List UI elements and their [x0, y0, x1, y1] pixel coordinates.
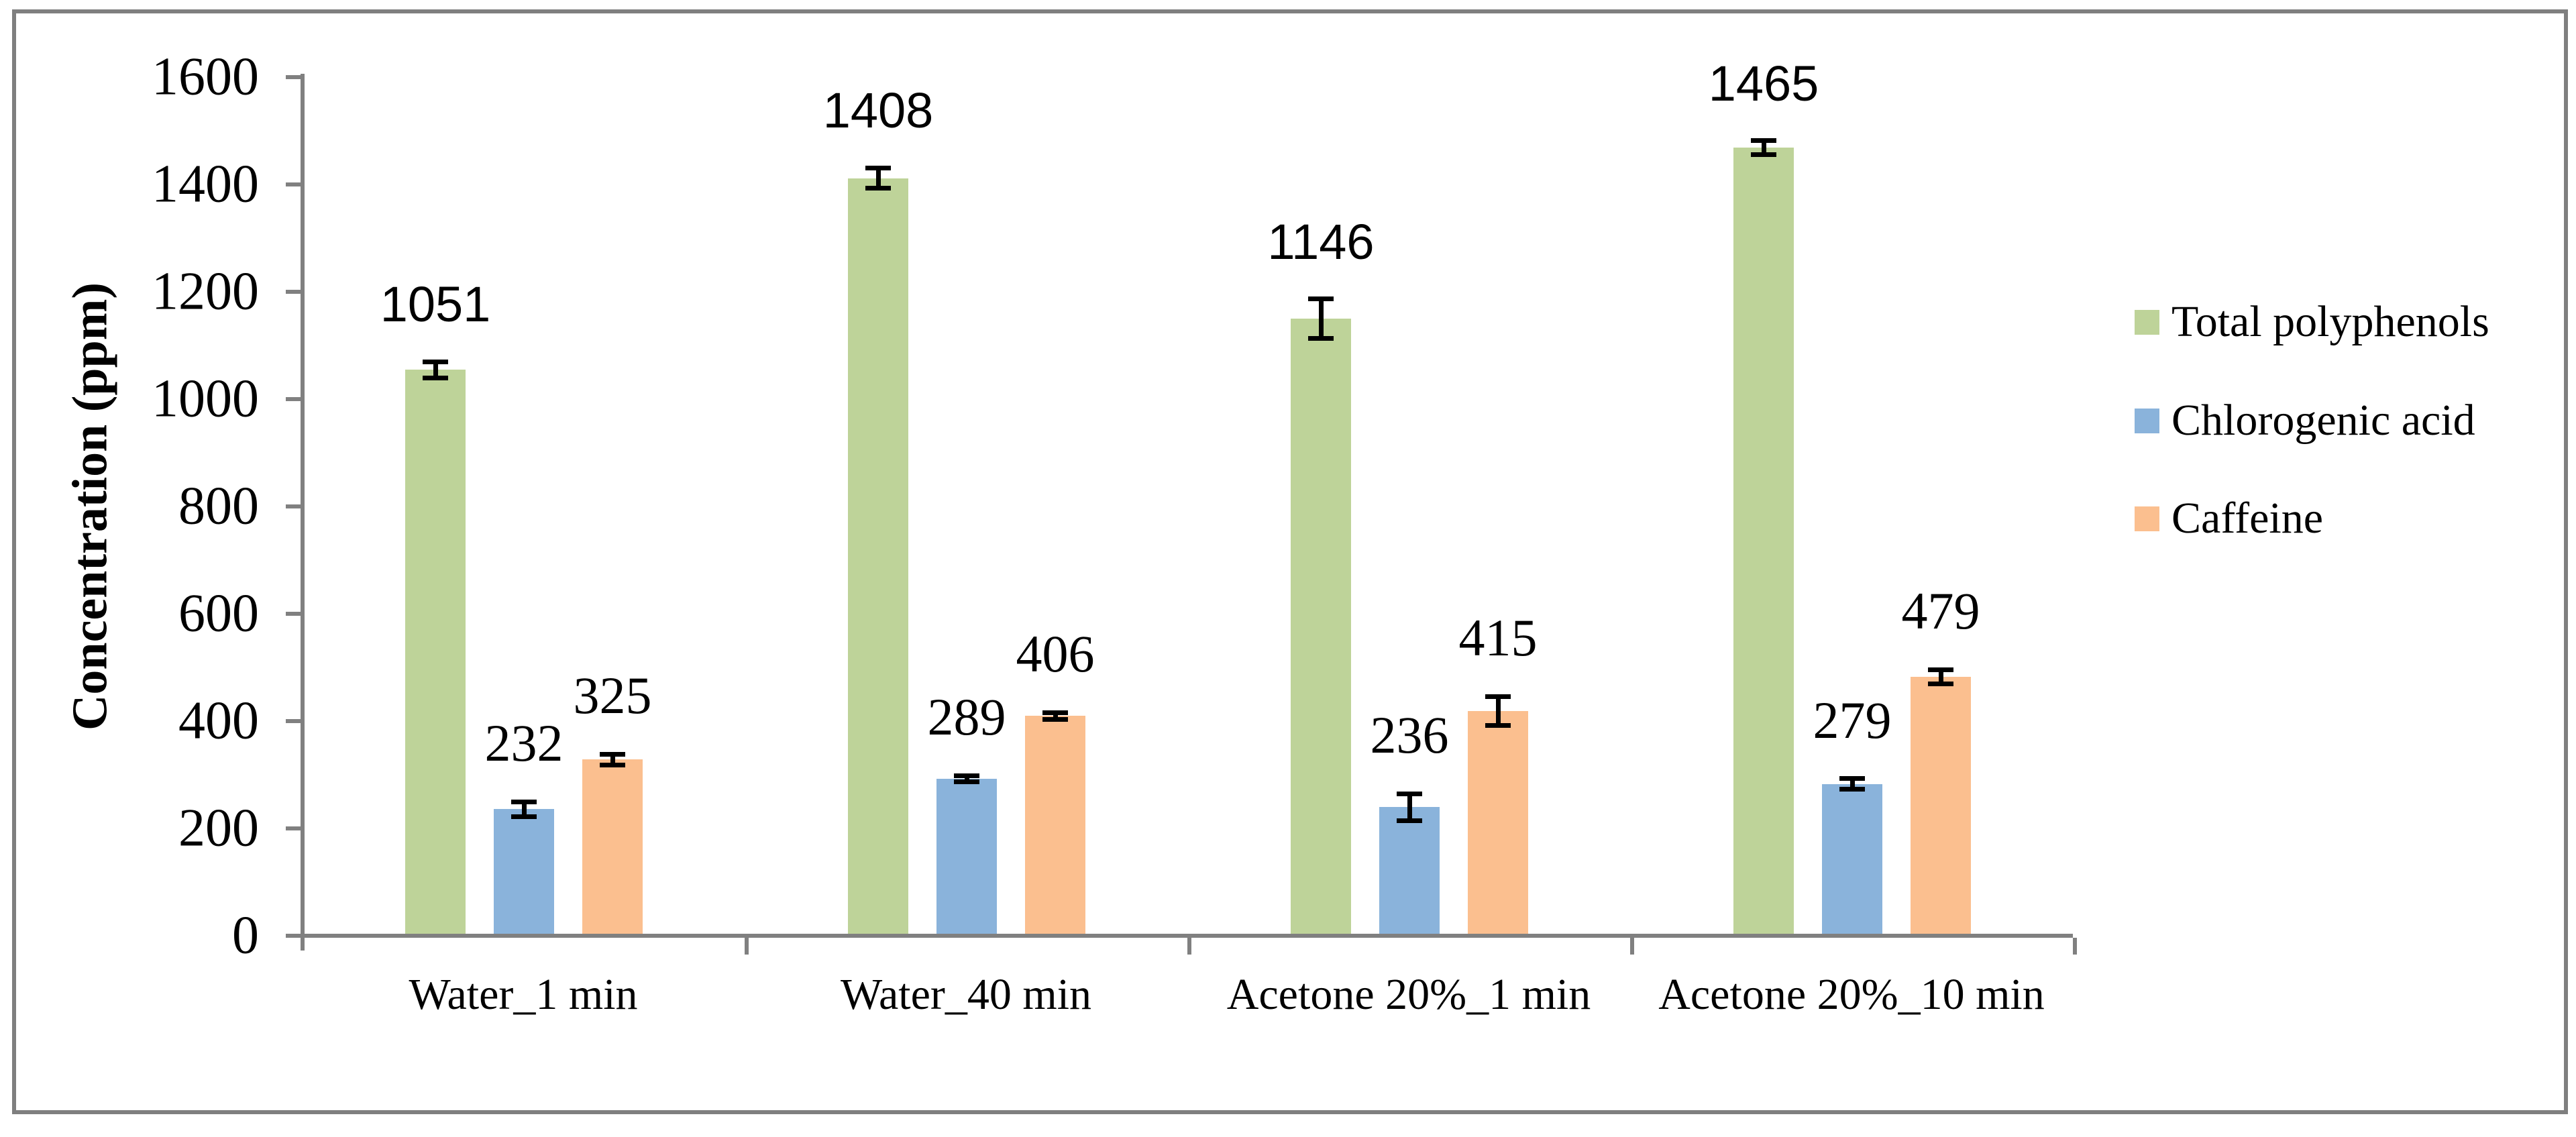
- legend-label: Total polyphenols: [2171, 297, 2489, 346]
- x-axis-tick: [1187, 938, 1191, 955]
- bar-caffeine: [1025, 716, 1085, 934]
- error-bar-cap-bottom: [1751, 152, 1776, 157]
- bar-value-label: 289: [927, 688, 1006, 746]
- bar-value-label: 236: [1370, 706, 1449, 765]
- bar-chlorogenic-acid: [936, 778, 997, 934]
- bar-value-label: 1146: [1267, 213, 1375, 270]
- y-axis-tick: [286, 290, 301, 294]
- x-axis-category-label: Acetone 20%_10 min: [1658, 970, 2045, 1019]
- error-bar-whisker: [610, 754, 615, 765]
- bar-caffeine: [1468, 711, 1528, 934]
- x-axis-category-label: Acetone 20%_1 min: [1226, 970, 1591, 1019]
- x-axis-tick: [1630, 938, 1634, 955]
- error-bar-cap-top: [865, 165, 891, 170]
- y-axis-tick-label: 800: [178, 476, 259, 536]
- error-bar-whisker: [521, 802, 527, 817]
- error-bar-cap-bottom: [600, 762, 625, 767]
- error-bar-cap-top: [954, 773, 979, 778]
- error-bar-whisker: [964, 775, 969, 782]
- error-bar-cap-top: [1485, 694, 1511, 699]
- error-bar-cap-top: [1397, 791, 1422, 796]
- error-bar-whisker: [1761, 140, 1766, 155]
- y-axis-tick-label: 1400: [152, 154, 259, 214]
- error-bar-whisker: [1495, 696, 1501, 726]
- y-axis-tick-label: 600: [178, 584, 259, 643]
- error-bar-cap-bottom: [1485, 723, 1511, 728]
- x-axis-line: [301, 934, 2073, 938]
- error-bar-whisker: [875, 168, 881, 188]
- y-axis-tick: [286, 719, 301, 723]
- error-bar-cap-top: [1751, 138, 1776, 144]
- y-axis-tick-label: 400: [178, 691, 259, 751]
- bar-chlorogenic-acid: [494, 809, 554, 934]
- x-axis-tick: [745, 938, 749, 955]
- bar-value-label: 325: [573, 666, 652, 724]
- error-bar-cap-bottom: [1397, 818, 1422, 823]
- error-bar-cap-bottom: [423, 375, 448, 380]
- error-bar-cap-top: [1839, 776, 1865, 781]
- bar-value-label: 415: [1458, 608, 1538, 667]
- error-bar-whisker: [1849, 778, 1855, 790]
- error-bar-cap-top: [1928, 667, 1953, 672]
- legend-swatch-icon: [2135, 506, 2159, 531]
- bar-total-polyphenols: [1291, 319, 1351, 934]
- bar-caffeine: [1911, 676, 1971, 934]
- y-axis-tick: [286, 75, 301, 79]
- y-axis-tick-label: 1000: [152, 369, 259, 429]
- error-bar-cap-bottom: [865, 186, 891, 191]
- y-axis-tick-label: 1200: [152, 262, 259, 321]
- bar-value-label: 1051: [380, 276, 491, 333]
- error-bar-cap-bottom: [1839, 787, 1865, 792]
- error-bar-cap-top: [1042, 710, 1068, 715]
- error-bar-whisker: [1053, 712, 1058, 719]
- bar-value-label: 479: [1901, 582, 1980, 641]
- y-axis-tick-label: 1600: [152, 47, 259, 107]
- bar-value-label: 232: [484, 714, 564, 773]
- legend-item-chlorogenic-acid: Chlorogenic acid: [2135, 394, 2475, 447]
- error-bar-cap-bottom: [1042, 716, 1068, 722]
- bar-caffeine: [582, 759, 643, 934]
- error-bar-whisker: [1318, 299, 1324, 339]
- y-axis-tick: [286, 182, 301, 186]
- x-axis-category-label: Water_40 min: [840, 970, 1092, 1019]
- legend-swatch-icon: [2135, 309, 2159, 335]
- bar-value-label: 279: [1813, 690, 1892, 749]
- bar-chlorogenic-acid: [1379, 807, 1440, 934]
- y-axis-line: [301, 74, 305, 951]
- error-bar-cap-top: [600, 751, 625, 757]
- y-axis-tick-label: 200: [178, 798, 259, 858]
- bar-chlorogenic-acid: [1822, 783, 1882, 934]
- legend-label: Chlorogenic acid: [2171, 396, 2475, 445]
- legend-item-total-polyphenols: Total polyphenols: [2135, 295, 2489, 349]
- error-bar-cap-top: [511, 799, 537, 804]
- x-axis-category-label: Water_1 min: [409, 970, 638, 1019]
- error-bar-cap-bottom: [511, 814, 537, 820]
- bar-total-polyphenols: [1733, 148, 1794, 934]
- y-axis-tick: [286, 504, 301, 508]
- error-bar-whisker: [1938, 669, 1943, 684]
- bar-total-polyphenols: [848, 178, 908, 934]
- y-axis-tick: [286, 826, 301, 830]
- y-axis-tick: [286, 612, 301, 616]
- error-bar-cap-bottom: [1928, 681, 1953, 686]
- bar-value-label: 406: [1016, 625, 1095, 684]
- error-bar-whisker: [433, 362, 438, 378]
- error-bar-cap-bottom: [1308, 336, 1334, 341]
- legend-swatch-icon: [2135, 408, 2159, 433]
- error-bar-whisker: [1407, 794, 1412, 821]
- bar-total-polyphenols: [405, 370, 466, 934]
- y-axis-tick: [286, 934, 301, 938]
- y-axis-tick-label: 0: [232, 906, 259, 965]
- error-bar-cap-bottom: [954, 779, 979, 785]
- legend-label: Caffeine: [2171, 494, 2324, 543]
- y-axis-tick: [286, 397, 301, 401]
- error-bar-cap-top: [423, 359, 448, 364]
- bar-value-label: 1465: [1708, 55, 1819, 111]
- error-bar-cap-top: [1308, 296, 1334, 302]
- x-axis-tick: [2073, 938, 2077, 955]
- bar-value-label: 1408: [822, 83, 934, 139]
- legend-item-caffeine: Caffeine: [2135, 492, 2323, 545]
